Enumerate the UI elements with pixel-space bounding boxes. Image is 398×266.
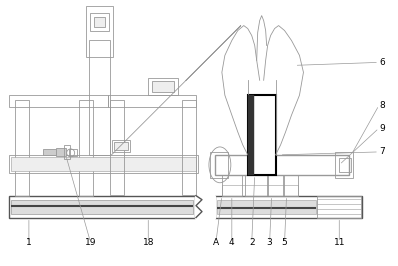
Bar bbox=[94, 16, 105, 27]
Bar bbox=[148, 78, 178, 95]
Bar bbox=[283, 175, 298, 196]
Bar bbox=[222, 175, 242, 196]
Bar bbox=[335, 152, 353, 178]
Text: 9: 9 bbox=[379, 123, 385, 132]
Bar bbox=[215, 155, 349, 175]
Bar bbox=[245, 175, 267, 196]
Bar bbox=[9, 155, 198, 173]
Text: 2: 2 bbox=[249, 238, 255, 247]
Text: 5: 5 bbox=[282, 238, 287, 247]
Text: 8: 8 bbox=[379, 101, 385, 110]
Bar bbox=[56, 148, 66, 156]
Text: 1: 1 bbox=[26, 238, 32, 247]
Bar bbox=[267, 175, 283, 196]
Bar bbox=[11, 157, 196, 171]
Bar bbox=[89, 40, 111, 155]
Bar bbox=[11, 200, 193, 214]
Bar bbox=[15, 100, 29, 196]
Bar bbox=[113, 140, 131, 152]
Bar bbox=[64, 145, 70, 159]
Text: A: A bbox=[213, 238, 219, 247]
Bar bbox=[248, 95, 254, 175]
Bar bbox=[111, 100, 125, 195]
Bar bbox=[317, 196, 361, 218]
Text: 7: 7 bbox=[379, 147, 385, 156]
Bar bbox=[9, 196, 195, 218]
Bar bbox=[222, 185, 298, 196]
Bar bbox=[215, 196, 362, 218]
Bar bbox=[115, 142, 129, 150]
Bar bbox=[79, 100, 93, 196]
Bar bbox=[182, 100, 196, 195]
Bar bbox=[152, 81, 174, 92]
Text: 3: 3 bbox=[267, 238, 273, 247]
Bar bbox=[248, 95, 275, 175]
Bar bbox=[90, 13, 109, 31]
Text: 19: 19 bbox=[85, 238, 96, 247]
Bar bbox=[195, 196, 215, 218]
Bar bbox=[339, 158, 351, 172]
Bar bbox=[217, 200, 316, 214]
Text: 6: 6 bbox=[379, 58, 385, 67]
Text: 11: 11 bbox=[334, 238, 345, 247]
Bar bbox=[109, 95, 196, 107]
Bar bbox=[210, 152, 228, 178]
Bar bbox=[43, 149, 56, 155]
Bar bbox=[86, 6, 113, 57]
Text: 4: 4 bbox=[229, 238, 235, 247]
Bar bbox=[69, 149, 77, 156]
Bar bbox=[9, 95, 109, 107]
Text: 18: 18 bbox=[142, 238, 154, 247]
